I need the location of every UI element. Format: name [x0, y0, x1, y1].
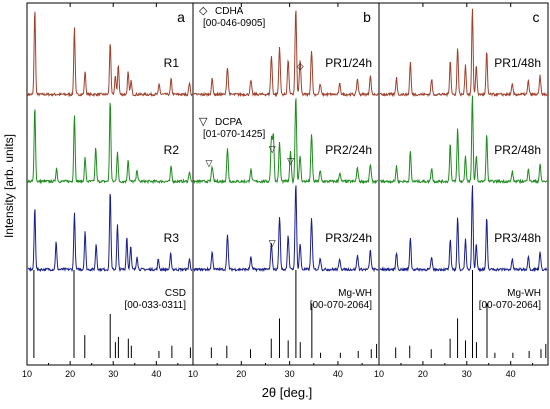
- x-tick-label: 20: [418, 369, 428, 379]
- panel-letter: c: [533, 9, 540, 25]
- reference-label: Mg-WH: [338, 288, 372, 299]
- panel-frame: [378, 2, 549, 366]
- series-label: PR2/24h: [325, 143, 372, 157]
- x-tick-label: 30: [108, 369, 118, 379]
- series-label: PR1/48h: [494, 56, 541, 70]
- x-tick-label: 10: [22, 369, 32, 379]
- reference-card: [00-070-2064]: [310, 300, 372, 311]
- x-tick-label: 30: [462, 369, 472, 379]
- series-label: PR1/24h: [325, 56, 372, 70]
- series-line-pr2-48h: [379, 95, 548, 185]
- series-label: PR2/48h: [494, 143, 541, 157]
- series-line-r3: [27, 193, 193, 273]
- reference-card: [00-033-0311]: [124, 300, 186, 311]
- series-label: R3: [164, 231, 180, 245]
- series-label: R1: [164, 56, 180, 70]
- x-tick-label: 40: [333, 369, 343, 379]
- panel-a: 10 20 30 40 a R1 R2 R3 CSD[00-033-0311]: [22, 2, 194, 379]
- x-axis-label: 2θ [deg.]: [262, 385, 313, 400]
- phase-marker: ▽: [269, 144, 276, 154]
- reference-label: CSD: [165, 288, 186, 299]
- x-tick-label: 10: [188, 369, 198, 379]
- x-tick-label: 40: [506, 369, 516, 379]
- series-label: R2: [164, 143, 180, 157]
- series-line-pr1-48h: [379, 8, 548, 98]
- series-line-pr3-24h: [193, 185, 379, 273]
- series-line-pr2-24h: [193, 98, 378, 185]
- series-line-pr1-24h: [193, 10, 379, 98]
- cdha-card: [00-046-0905]: [203, 18, 265, 29]
- x-tick-label: 30: [285, 369, 295, 379]
- panel-letter: b: [363, 9, 371, 25]
- reference-card: [00-070-2064]: [479, 300, 541, 311]
- x-tick-label: 20: [65, 369, 75, 379]
- dcpa-symbol: ▽: [199, 116, 208, 128]
- cdha-label: CDHA: [215, 6, 244, 17]
- phase-marker: ▽: [269, 238, 276, 248]
- cdha-symbol: ◇: [199, 5, 208, 17]
- series-line-r2: [27, 102, 193, 185]
- series-line-r1: [27, 11, 193, 98]
- series-label: PR3/24h: [325, 231, 372, 245]
- x-tick-label: 20: [236, 369, 246, 379]
- panel-letter: a: [177, 9, 185, 25]
- dcpa-card: [01-070-1425]: [203, 129, 265, 140]
- y-axis-label: Intensity [arb. units]: [2, 134, 16, 238]
- panel-c: 10 20 30 40 c PR1/48h PR2/48h PR3/48h Mg-WH[00-0…: [374, 2, 549, 379]
- dcpa-label: DCPA: [215, 117, 242, 128]
- reference-label: Mg-WH: [507, 288, 541, 299]
- series-label: PR3/48h: [494, 231, 541, 245]
- x-tick-label: 10: [374, 369, 384, 379]
- phase-marker: ▽: [205, 158, 212, 168]
- x-tick-label: 40: [151, 369, 161, 379]
- series-line-pr3-48h: [379, 185, 548, 273]
- phase-marker: ◇: [297, 61, 304, 71]
- phase-marker: ▽: [287, 156, 294, 166]
- panels: 10 20 30 40 a R1 R2 R3 CSD[00-033-0311] 10 20 30 40 b…: [22, 2, 549, 379]
- panel-b: 10 20 30 40bPR1/24hPR2/24hPR3/24hMg-WH[00-0…: [188, 2, 380, 379]
